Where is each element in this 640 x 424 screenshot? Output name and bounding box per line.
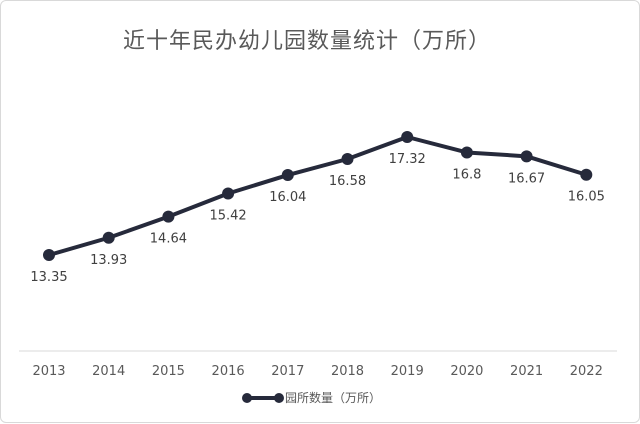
x-tick-2020: 2020 — [450, 364, 483, 379]
legend-marker-left — [242, 393, 252, 403]
x-tick-2022: 2022 — [570, 364, 603, 379]
x-tick-2014: 2014 — [92, 364, 125, 379]
data-point-2015 — [162, 210, 175, 223]
data-point-2016 — [222, 187, 235, 200]
x-tick-2017: 2017 — [271, 364, 304, 379]
legend: 园所数量（万所） — [242, 390, 381, 405]
data-label-2015: 14.64 — [150, 232, 187, 247]
x-tick-2018: 2018 — [331, 364, 364, 379]
data-label-2020: 16.8 — [452, 167, 481, 182]
data-label-2019: 17.32 — [389, 152, 426, 167]
data-label-2017: 16.04 — [269, 190, 306, 205]
data-labels: 13.35 13.93 14.64 15.42 16.04 16.58 17.32 16.8 1… — [30, 152, 605, 285]
legend-label: 园所数量（万所） — [285, 390, 381, 405]
legend-marker-right — [274, 393, 284, 403]
x-tick-2019: 2019 — [391, 364, 424, 379]
x-tick-labels: 2013 2014 2015 2016 2017 2018 2019 2020 2021 2022 — [32, 364, 602, 379]
data-point-2020 — [460, 146, 473, 159]
data-label-2021: 16.67 — [508, 171, 545, 186]
data-label-2018: 16.58 — [329, 174, 366, 189]
x-tick-2016: 2016 — [212, 364, 245, 379]
data-point-2017 — [281, 169, 294, 182]
data-point-2019 — [401, 131, 414, 143]
data-point-2022 — [580, 168, 593, 181]
data-point-2018 — [341, 152, 354, 165]
series-group — [43, 131, 593, 261]
x-tick-2015: 2015 — [152, 364, 185, 379]
data-point-2013 — [43, 249, 55, 261]
data-point-2014 — [102, 231, 115, 244]
x-tick-2021: 2021 — [510, 364, 543, 379]
series-line — [47, 135, 589, 257]
data-point-2021 — [520, 150, 533, 163]
data-label-2022: 16.05 — [568, 190, 605, 205]
data-label-2014: 13.93 — [90, 253, 127, 268]
x-tick-2013: 2013 — [32, 364, 65, 379]
chart-title: 近十年民办幼儿园数量统计（万所） — [122, 29, 491, 54]
data-label-2013: 13.35 — [30, 270, 67, 285]
data-label-2016: 15.42 — [209, 208, 246, 223]
